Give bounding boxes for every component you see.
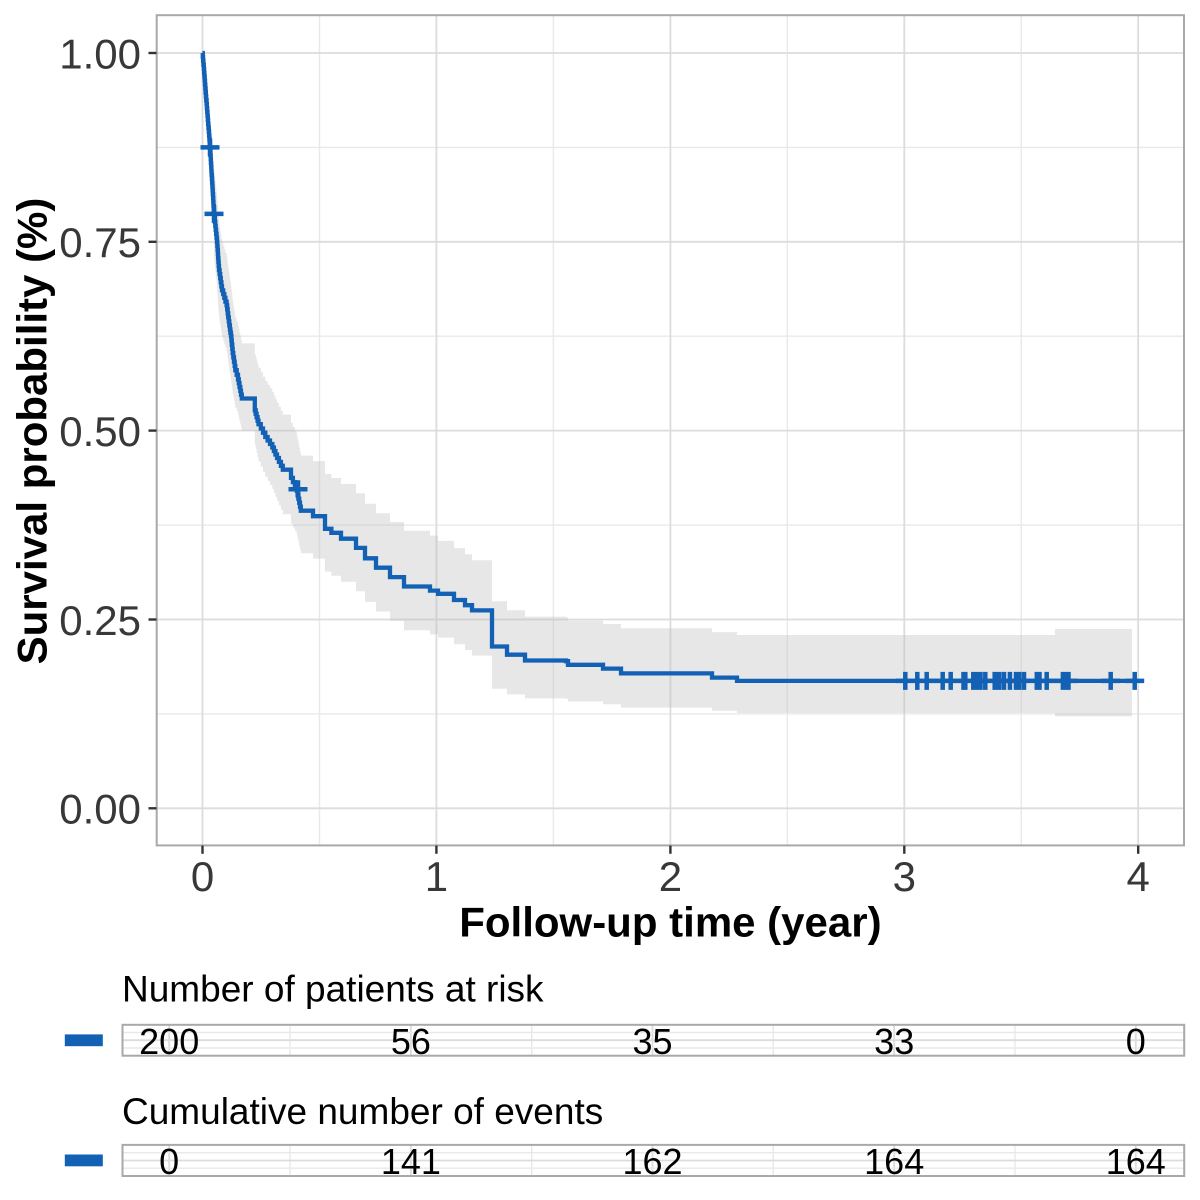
svg-text:0.00: 0.00 (59, 786, 141, 833)
svg-text:0: 0 (1126, 1021, 1146, 1062)
svg-text:Survival probability (%): Survival probability (%) (9, 198, 56, 665)
svg-text:2: 2 (659, 853, 682, 900)
svg-text:1: 1 (425, 853, 448, 900)
svg-text:164: 164 (1106, 1141, 1166, 1182)
svg-text:0.75: 0.75 (59, 219, 141, 266)
svg-text:0: 0 (191, 853, 214, 900)
svg-text:Cumulative number of events: Cumulative number of events (122, 1091, 603, 1132)
svg-text:35: 35 (632, 1021, 672, 1062)
svg-text:0.25: 0.25 (59, 597, 141, 644)
svg-text:33: 33 (874, 1021, 914, 1062)
svg-text:3: 3 (893, 853, 916, 900)
svg-text:164: 164 (864, 1141, 924, 1182)
svg-text:Number of patients at risk: Number of patients at risk (122, 969, 544, 1010)
svg-text:4: 4 (1127, 853, 1150, 900)
svg-text:0.50: 0.50 (59, 408, 141, 455)
svg-text:Follow-up time (year): Follow-up time (year) (459, 899, 881, 946)
svg-text:141: 141 (381, 1141, 441, 1182)
svg-text:0: 0 (159, 1141, 179, 1182)
svg-text:162: 162 (622, 1141, 682, 1182)
svg-text:56: 56 (391, 1021, 431, 1062)
svg-text:200: 200 (139, 1021, 199, 1062)
svg-text:1.00: 1.00 (59, 30, 141, 77)
